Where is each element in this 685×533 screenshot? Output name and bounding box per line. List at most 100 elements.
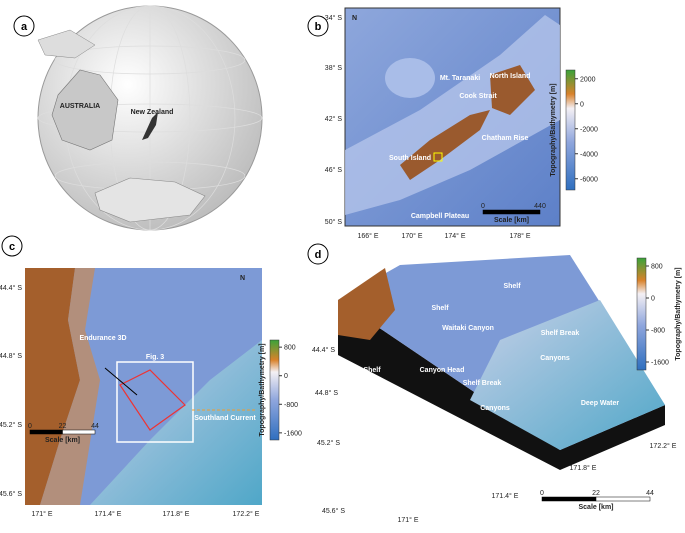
scale-label: 44	[646, 490, 654, 497]
panel-b: b North Island South Island Mt. Taranaki Co…	[307, 7, 598, 240]
coord-label: Waitaki Canyon	[442, 325, 494, 332]
south-island	[400, 110, 490, 180]
colorbar-label: 0	[580, 101, 584, 108]
coord-label: Shelf	[431, 305, 449, 312]
colorbar-label: -1600	[284, 430, 302, 437]
new-zealand-label: New Zealand	[131, 109, 174, 116]
colorbar-label: -1600	[651, 360, 669, 367]
scale-label: 440	[534, 203, 546, 210]
coord-label: South Island	[389, 155, 431, 162]
colorbar-label: -2000	[580, 126, 598, 133]
coord-label: 44.8° S	[0, 352, 22, 360]
land	[25, 268, 80, 505]
coord-label: 170° E	[401, 232, 422, 240]
colorbar-title: Topography/Bathymetry [m]	[675, 267, 682, 360]
rise	[385, 58, 435, 98]
coord-label: Canyon Head	[420, 367, 465, 374]
coord-label: 44.4° S	[312, 346, 335, 354]
coord-label: Shelf Break	[541, 330, 580, 337]
coord-label: 45.6° S	[322, 507, 345, 515]
scale-segment	[29, 429, 63, 435]
coord-label: 171° E	[397, 516, 418, 524]
fig3-label: Fig. 3	[146, 354, 164, 361]
scale-segment	[482, 209, 541, 215]
colorbar-label: -800	[284, 402, 298, 409]
coord-label: 50° S	[325, 218, 343, 226]
scale-label: 44	[91, 423, 99, 430]
colorbar-label: 0	[284, 373, 288, 380]
panel-c: c Endurance 3D Fig. 3 Southland Current …	[0, 235, 302, 518]
australia-land	[51, 69, 119, 151]
colorbar-title: Topography/Bathymetry [m]	[259, 343, 266, 436]
coord-label: Chatham Rise	[482, 135, 529, 142]
scale-title: Scale [km]	[578, 504, 613, 511]
scale-segment	[541, 496, 597, 502]
coord-label: 46° S	[325, 166, 343, 174]
block-side	[338, 300, 665, 470]
colorbar	[565, 69, 576, 191]
label-circle	[13, 15, 35, 37]
coord-label: Shelf Break	[463, 380, 502, 387]
scale-label: 22	[592, 490, 600, 497]
current-label: Southland Current	[194, 415, 256, 422]
coord-label: Canyons	[540, 355, 570, 362]
scale-segment	[595, 496, 651, 502]
north-arrow: N	[240, 275, 245, 282]
panel-a: a AUSTRALIA New Zealand	[13, 5, 263, 231]
fig3-box	[116, 361, 194, 443]
coord-label: 171.4° E	[95, 510, 122, 518]
coord-label: 178° E	[509, 232, 530, 240]
colorbar-label: -800	[651, 328, 665, 335]
coord-label: 42° S	[325, 115, 343, 123]
antarctica-land	[94, 177, 206, 223]
survey-outline	[119, 369, 186, 431]
colorbar-title: Topography/Bathymetry [m]	[550, 83, 557, 176]
slope	[90, 340, 262, 505]
coord-label: Deep Water	[581, 400, 620, 407]
coord-label: 172.2° E	[650, 442, 677, 450]
coord-label: 171° E	[31, 510, 52, 518]
coord-label: 38° S	[325, 64, 343, 72]
australia-label: AUSTRALIA	[60, 103, 100, 110]
north-arrow: N	[352, 15, 357, 22]
coord-label: North Island	[490, 73, 531, 80]
scale-label: 22	[59, 423, 67, 430]
panel-label: c	[9, 241, 15, 253]
coord-label: 171.8° E	[163, 510, 190, 518]
colorbar-label: 0	[651, 296, 655, 303]
panel-label: b	[315, 21, 322, 33]
panel-d: d Shelf Shelf Shelf Waitaki Canyon Canyon He…	[307, 243, 682, 524]
colorbar-label: -6000	[580, 176, 598, 183]
colorbar-label: 800	[651, 264, 663, 271]
colorbar	[269, 339, 280, 441]
coord-label: 45.2° S	[317, 439, 340, 447]
coord-label: Shelf	[503, 283, 521, 290]
scale-label: 0	[540, 490, 544, 497]
colorbar-label: 800	[284, 345, 296, 352]
coord-label: Campbell Plateau	[411, 213, 469, 220]
coord-label: 44.4° S	[0, 284, 22, 292]
coord-label: 45.2° S	[0, 421, 22, 429]
colorbar-label: 2000	[580, 76, 596, 83]
coord-label: Cook Strait	[459, 93, 497, 100]
coord-label: 34° S	[325, 14, 343, 22]
scale-title: Scale [km]	[494, 217, 529, 224]
coord-label: 171.4° E	[492, 492, 519, 500]
coord-label: Shelf	[363, 367, 381, 374]
north-island	[490, 65, 535, 115]
colorbar	[636, 257, 647, 371]
scale-title: Scale [km]	[45, 437, 80, 444]
panel-label: d	[315, 249, 322, 261]
coord-label: 171.8° E	[570, 464, 597, 472]
scale-label: 0	[481, 203, 485, 210]
coord-label: Mt. Taranaki	[440, 75, 480, 82]
asia-land	[37, 29, 96, 59]
coord-label: 166° E	[357, 232, 378, 240]
scale-segment	[62, 429, 96, 435]
coord-label: Canyons	[480, 405, 510, 412]
scale-label: 0	[28, 423, 32, 430]
panel-label: a	[21, 21, 28, 33]
coord-label: 44.8° S	[315, 389, 338, 397]
new-zealand-land	[142, 112, 158, 140]
